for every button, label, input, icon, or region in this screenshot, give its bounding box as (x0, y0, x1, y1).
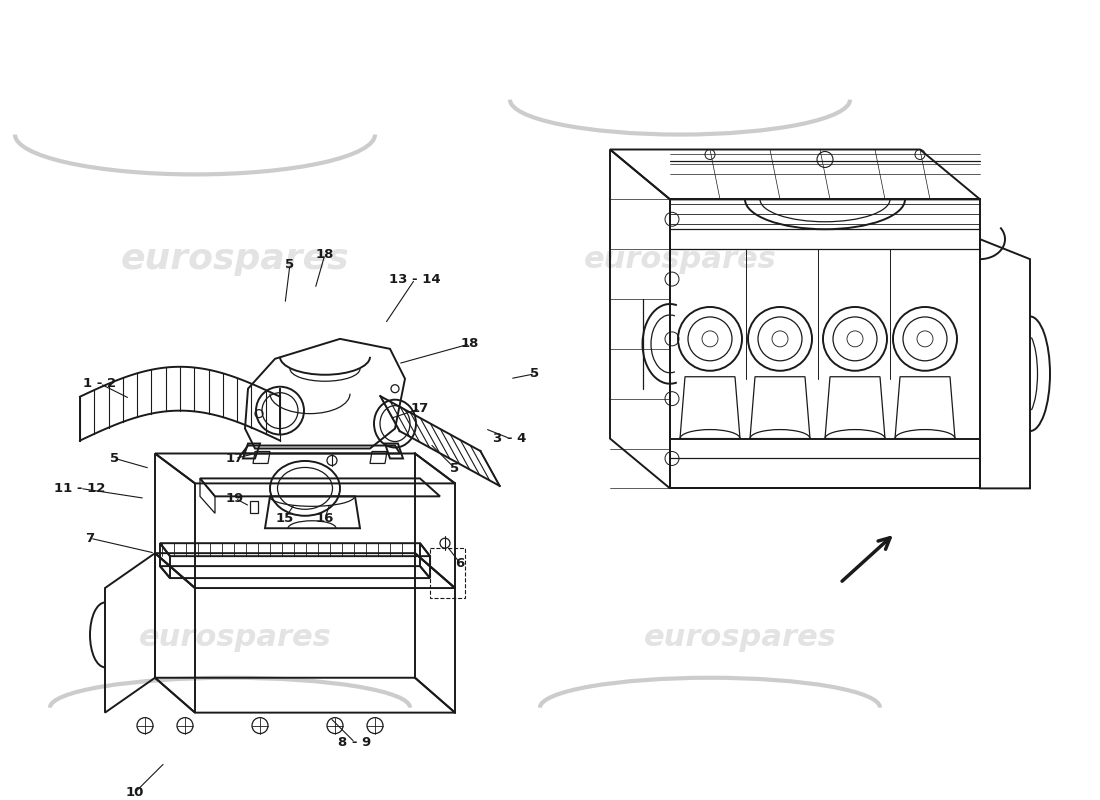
Text: 15: 15 (276, 512, 294, 525)
Text: 17: 17 (226, 452, 244, 465)
Text: 3 - 4: 3 - 4 (493, 432, 527, 445)
Text: eurospares: eurospares (644, 623, 836, 652)
Text: 5: 5 (530, 367, 540, 380)
Text: 17: 17 (411, 402, 429, 415)
Text: 1 - 2: 1 - 2 (84, 378, 117, 390)
Text: 11 - 12: 11 - 12 (54, 482, 106, 495)
Text: 18: 18 (461, 338, 480, 350)
Text: 5: 5 (110, 452, 120, 465)
Text: 16: 16 (316, 512, 334, 525)
Text: 5: 5 (285, 258, 295, 270)
Text: 6: 6 (455, 557, 464, 570)
Text: 5: 5 (450, 462, 460, 475)
Text: 19: 19 (226, 492, 244, 505)
Text: 18: 18 (316, 248, 334, 261)
Text: 10: 10 (125, 786, 144, 799)
Text: eurospares: eurospares (139, 623, 331, 652)
Text: 7: 7 (86, 532, 95, 545)
Text: 13 - 14: 13 - 14 (389, 273, 441, 286)
Text: eurospares: eurospares (584, 245, 777, 274)
Text: eurospares: eurospares (121, 242, 350, 276)
Text: 8 - 9: 8 - 9 (339, 736, 372, 749)
